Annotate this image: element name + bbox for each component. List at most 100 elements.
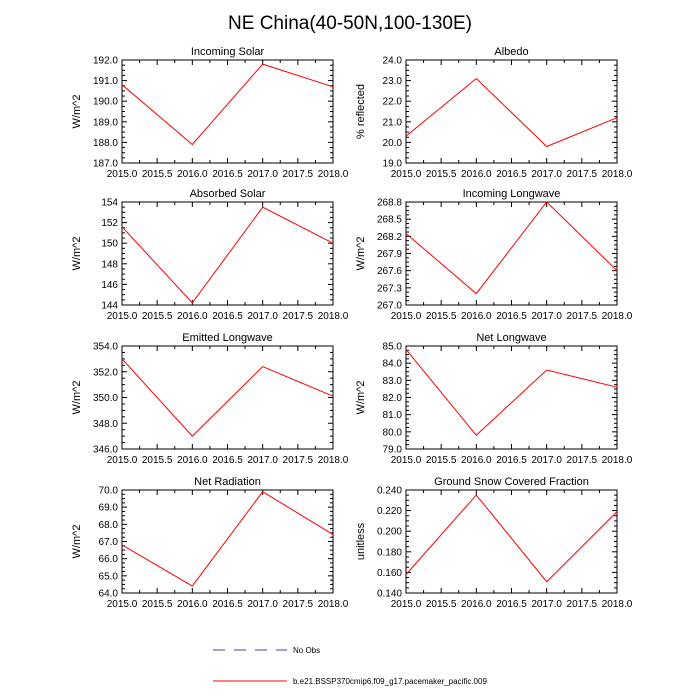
y-tick-label: 20.0 <box>383 138 403 149</box>
y-axis-label: unitless <box>355 522 367 560</box>
x-tick-label: 2018.0 <box>602 599 633 610</box>
x-tick-label: 2017.0 <box>531 311 562 322</box>
y-tick-label: 188.0 <box>93 138 118 149</box>
x-tick-label: 2017.0 <box>247 599 278 610</box>
y-tick-label: 146 <box>101 280 118 291</box>
y-tick-label: 190.0 <box>93 97 118 108</box>
y-tick-label: 0.200 <box>377 527 402 538</box>
series-line <box>121 491 334 587</box>
y-tick-label: 350.0 <box>93 393 118 404</box>
x-tick-label: 2015.5 <box>142 169 173 180</box>
y-tick-label: 148 <box>101 259 118 270</box>
y-tick-label: 79.0 <box>383 445 403 456</box>
chart-panel: Net Longwave 2015.0 2015.5 2016.0 2016.5 2017… <box>355 332 633 466</box>
panels: Incoming Solar 2015.0 2015.5 2016.0 2016.5 20… <box>71 46 633 610</box>
x-tick-label: 2017.5 <box>567 455 598 466</box>
y-tick-label: 154 <box>101 198 118 209</box>
x-tick-label: 2017.0 <box>531 169 562 180</box>
y-tick-label: 66.0 <box>99 554 119 565</box>
y-tick-label: 268.8 <box>377 198 402 209</box>
y-axis-label: W/m^2 <box>71 381 83 415</box>
y-tick-label: 150 <box>101 239 118 250</box>
x-tick-label: 2015.5 <box>426 599 457 610</box>
x-tick-label: 2016.5 <box>496 311 527 322</box>
panel-title: Emitted Longwave <box>182 332 273 344</box>
y-axis-label: W/m^2 <box>71 525 83 559</box>
y-tick-label: 187.0 <box>93 159 118 170</box>
x-tick-label: 2018.0 <box>602 455 633 466</box>
y-tick-label: 85.0 <box>383 342 403 353</box>
panel-title: Albedo <box>494 46 528 58</box>
figure-title: NE China(40-50N,100-130E) <box>228 13 472 34</box>
chart-panel: Albedo 2015.0 2015.5 2016.0 2016.5 2017.0 2017… <box>355 46 633 180</box>
y-tick-label: 21.0 <box>383 117 403 128</box>
plot-frame <box>121 489 334 594</box>
x-tick-label: 2018.0 <box>602 311 633 322</box>
y-tick-label: 19.0 <box>383 159 403 170</box>
legend-label: No Obs <box>293 646 320 655</box>
x-tick-label: 2015.0 <box>391 169 422 180</box>
y-tick-label: 24.0 <box>383 56 403 67</box>
chart-panel: Incoming Longwave 2015.0 2015.5 2016.0 2016.… <box>355 188 633 322</box>
y-tick-label: 354.0 <box>93 342 118 353</box>
chart-panel: Incoming Solar 2015.0 2015.5 2016.0 2016.5 20… <box>71 46 349 180</box>
plot-frame <box>121 345 334 450</box>
x-tick-label: 2015.5 <box>426 311 457 322</box>
x-tick-label: 2015.0 <box>107 455 138 466</box>
x-tick-label: 2015.0 <box>391 455 422 466</box>
x-tick-label: 2017.5 <box>283 169 314 180</box>
panel-title: Net Longwave <box>476 332 546 344</box>
series-line <box>405 77 618 148</box>
y-tick-label: 191.0 <box>93 76 118 87</box>
panel-title: Incoming Solar <box>191 46 265 58</box>
series-line <box>121 206 334 304</box>
x-tick-label: 2015.0 <box>107 169 138 180</box>
y-tick-label: 82.0 <box>383 393 403 404</box>
chart-panel: Absorbed Solar 2015.0 2015.5 2016.0 2016.5 20… <box>71 188 349 322</box>
x-tick-label: 2015.5 <box>426 455 457 466</box>
y-tick-label: 267.0 <box>377 301 402 312</box>
x-tick-label: 2018.0 <box>318 455 349 466</box>
y-tick-label: 64.0 <box>99 589 119 600</box>
panel-title: Incoming Longwave <box>463 188 561 200</box>
x-tick-label: 2017.5 <box>283 311 314 322</box>
x-tick-label: 2017.5 <box>283 455 314 466</box>
x-tick-label: 2016.0 <box>461 169 492 180</box>
panel-title: Ground Snow Covered Fraction <box>434 476 589 488</box>
x-tick-label: 2017.0 <box>531 455 562 466</box>
plot-frame <box>405 489 618 594</box>
x-tick-label: 2018.0 <box>602 169 633 180</box>
x-tick-label: 2016.0 <box>461 311 492 322</box>
x-tick-label: 2017.5 <box>567 311 598 322</box>
y-tick-label: 0.160 <box>377 568 402 579</box>
x-tick-label: 2018.0 <box>318 311 349 322</box>
x-tick-label: 2017.0 <box>247 311 278 322</box>
x-tick-label: 2015.0 <box>107 599 138 610</box>
series-line <box>405 349 618 437</box>
panel-title: Net Radiation <box>194 476 261 488</box>
x-tick-label: 2015.0 <box>107 311 138 322</box>
x-tick-label: 2016.5 <box>212 311 243 322</box>
x-tick-label: 2017.0 <box>531 599 562 610</box>
y-tick-label: 346.0 <box>93 445 118 456</box>
y-tick-label: 23.0 <box>383 76 403 87</box>
y-tick-label: 192.0 <box>93 56 118 67</box>
y-tick-label: 152 <box>101 218 118 229</box>
x-tick-label: 2016.5 <box>496 599 527 610</box>
chart-panel: Emitted Longwave 2015.0 2015.5 2016.0 2016.5… <box>71 332 349 466</box>
plot-frame <box>405 59 618 164</box>
y-tick-label: 267.9 <box>377 249 402 260</box>
legend-label: b.e21.BSSP370cmip6.f09_g17.pacemaker_pac… <box>293 677 487 686</box>
x-tick-label: 2016.0 <box>177 311 208 322</box>
x-tick-label: 2017.5 <box>283 599 314 610</box>
y-tick-label: 144 <box>101 301 118 312</box>
panel-title: Absorbed Solar <box>190 188 266 200</box>
y-axis-label: W/m^2 <box>355 381 367 415</box>
x-tick-label: 2016.0 <box>177 455 208 466</box>
plot-frame <box>121 201 334 306</box>
x-tick-label: 2016.5 <box>496 455 527 466</box>
chart-panel: Ground Snow Covered Fraction 2015.0 2015.5… <box>355 476 633 610</box>
y-tick-label: 22.0 <box>383 97 403 108</box>
x-tick-label: 2015.5 <box>426 169 457 180</box>
y-tick-label: 0.240 <box>377 486 402 497</box>
